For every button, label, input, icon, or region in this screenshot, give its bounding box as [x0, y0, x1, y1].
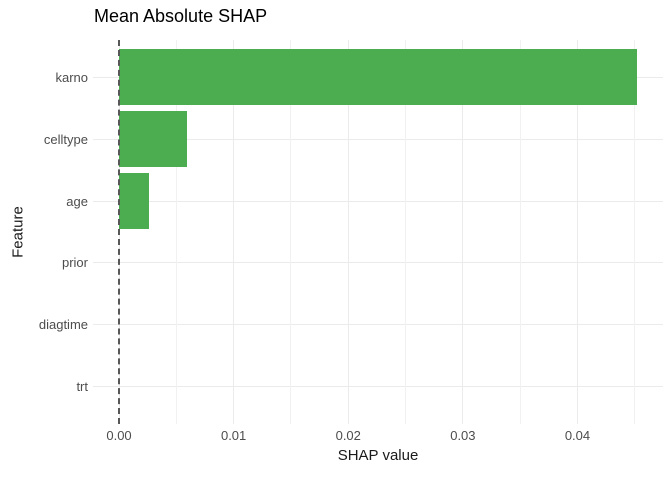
- gridline-horizontal-celltype: [93, 138, 663, 140]
- gridline-vertical-minor: [405, 40, 407, 424]
- y-tick-label-trt: trt: [76, 379, 88, 395]
- y-tick-label-diagtime: diagtime: [38, 317, 88, 333]
- gridline-vertical-major: [462, 40, 464, 424]
- bar-celltype: [119, 111, 187, 167]
- x-tick-label-0.04: 0.04: [564, 428, 591, 443]
- gridline-vertical-minor: [634, 40, 636, 424]
- gridline-vertical-major: [347, 40, 349, 424]
- y-tick-label-karno: karno: [55, 69, 88, 85]
- gridline-vertical-minor: [290, 40, 292, 424]
- gridline-horizontal-diagtime: [93, 324, 663, 326]
- zero-reference-line: [118, 40, 121, 424]
- gridline-vertical-major: [576, 40, 578, 424]
- gridline-vertical-minor: [519, 40, 521, 424]
- y-tick-label-prior: prior: [61, 255, 88, 271]
- x-tick-label-0.00: 0.00: [106, 428, 132, 443]
- y-axis-title: Feature: [9, 206, 27, 258]
- gridline-vertical-major: [233, 40, 235, 424]
- bar-karno: [119, 49, 638, 106]
- chart-title: Mean Absolute SHAP: [94, 6, 268, 26]
- x-tick-label-0.01: 0.01: [220, 428, 247, 443]
- bar-age: [119, 173, 149, 229]
- x-tick-label-0.02: 0.02: [335, 428, 361, 443]
- y-tick-label-celltype: celltype: [43, 131, 88, 147]
- x-tick-label-0.03: 0.03: [450, 428, 476, 443]
- x-axis-title: SHAP value: [337, 447, 419, 464]
- gridline-horizontal-age: [93, 200, 663, 202]
- gridline-horizontal-prior: [93, 262, 663, 264]
- gridline-vertical-minor: [175, 40, 177, 424]
- gridline-horizontal-trt: [93, 386, 663, 388]
- y-tick-label-age: age: [66, 193, 88, 209]
- plot-panel: [93, 40, 663, 424]
